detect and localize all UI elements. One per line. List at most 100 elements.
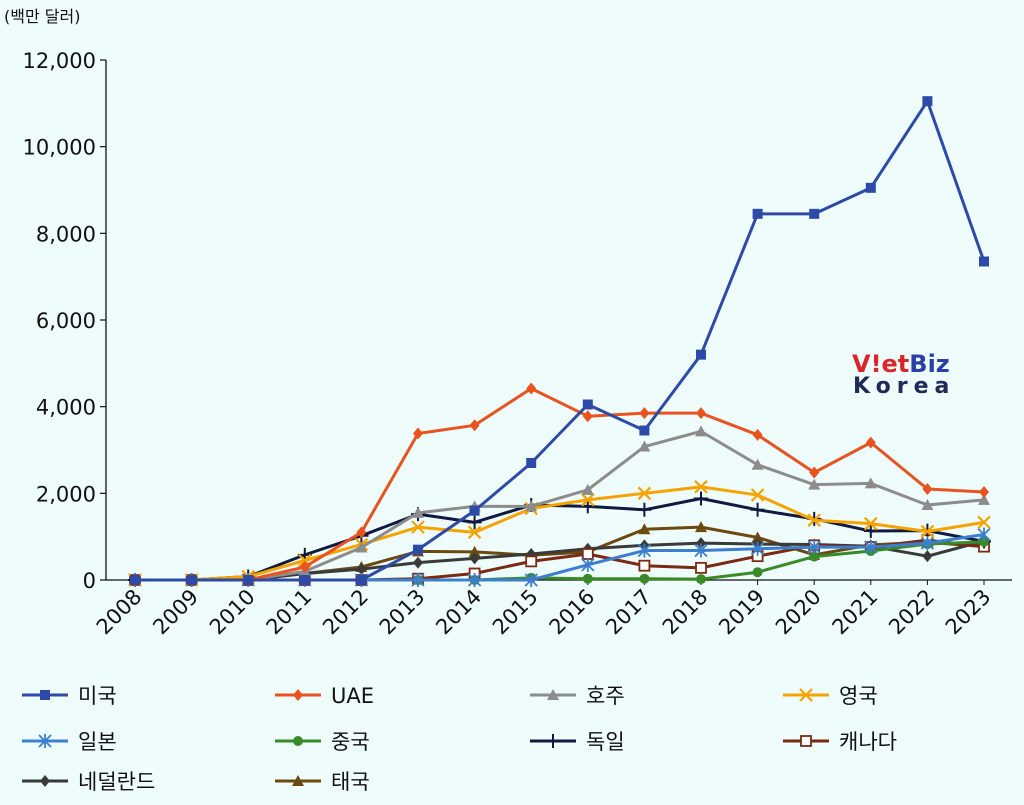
data-point (809, 551, 820, 562)
data-point (411, 573, 425, 587)
data-point (637, 543, 652, 558)
y-tick-label: 0 (83, 569, 96, 593)
data-point (243, 575, 254, 585)
svg-text:V!etBiz: V!etBiz (852, 350, 950, 378)
legend-marker (292, 775, 304, 786)
data-point (977, 515, 991, 530)
data-point (412, 506, 424, 518)
data-point (413, 544, 423, 555)
data-point (356, 526, 367, 539)
logo-text-et: !et (871, 350, 910, 378)
data-point (752, 567, 763, 578)
data-point (638, 523, 651, 535)
data-point (467, 573, 482, 587)
data-point (921, 499, 934, 511)
data-point (750, 488, 765, 502)
data-point (581, 493, 595, 507)
data-point (524, 573, 538, 587)
legend-item: 태국 (275, 770, 370, 794)
data-point (694, 491, 708, 506)
y-tick-label: 6,000 (36, 309, 96, 333)
data-point (469, 505, 480, 516)
vietbiz-logo: V!etBiz Korea (852, 350, 955, 399)
data-point (413, 556, 423, 569)
y-tick-label: 8,000 (36, 222, 96, 246)
legend-item: 호주 (530, 684, 625, 708)
data-point (580, 499, 595, 514)
data-point (979, 256, 989, 267)
data-point (638, 559, 651, 572)
data-point (977, 527, 991, 542)
legend-marker (38, 734, 52, 748)
x-tick-group: 2008 2009 2010 2011 2012 2013 2014 2015 2016 2017… (92, 580, 996, 639)
logo-text-korea: Korea (853, 374, 955, 399)
data-point (751, 458, 764, 470)
data-point (130, 575, 140, 585)
data-point (920, 524, 935, 539)
x-tick-label: 2021 (828, 585, 883, 640)
series-line (135, 386, 985, 582)
data-point (525, 500, 538, 512)
legend-marker (800, 735, 812, 747)
data-point (864, 477, 877, 489)
data-point (299, 575, 310, 585)
series-line (135, 497, 985, 582)
data-point (750, 502, 765, 517)
data-point (526, 458, 537, 468)
legend-item: 중국 (275, 730, 370, 754)
data-point (696, 349, 706, 360)
data-point (809, 466, 820, 479)
y-tick-label: 12,000 (23, 49, 96, 73)
legend-label: 네덜란드 (78, 770, 155, 794)
series-line (135, 99, 986, 582)
data-point (807, 513, 821, 527)
data-point (639, 407, 650, 420)
data-point (751, 531, 764, 543)
data-point (299, 561, 310, 573)
legend-label: 독일 (586, 730, 625, 754)
legend-marker (293, 689, 303, 701)
data-point (637, 502, 652, 517)
data-point (356, 575, 367, 585)
logo-text-biz: Biz (909, 350, 950, 378)
data-point (694, 543, 708, 558)
data-point (186, 575, 197, 585)
legend-marker (40, 775, 50, 787)
legend-item: 네덜란드 (22, 770, 155, 794)
x-tick-label: 2008 (92, 585, 147, 640)
x-tick-label: 2009 (148, 585, 203, 640)
data-point (581, 483, 594, 495)
y-tick-label: 2,000 (36, 482, 96, 506)
legend-item: 독일 (530, 730, 625, 754)
legend-label: 태국 (331, 770, 370, 794)
data-point (694, 480, 708, 494)
data-point (467, 515, 482, 530)
data-point (467, 525, 482, 540)
legend-item: 일본 (22, 730, 117, 754)
x-tick-label: 2016 (545, 585, 600, 640)
data-point (696, 574, 706, 585)
data-point (865, 182, 876, 193)
data-point (695, 425, 707, 437)
legend-item: 영국 (783, 684, 878, 708)
data-point (638, 440, 651, 452)
legend-item: 미국 (22, 684, 117, 708)
data-point (581, 548, 594, 560)
data-point (752, 208, 763, 219)
data-point (639, 573, 650, 584)
data-point (809, 208, 820, 219)
data-point (582, 573, 593, 584)
legend-label: 미국 (78, 684, 117, 708)
data-point (695, 521, 707, 533)
y-tick-group: 0 2,000 4,000 6,000 8,000 10,000 12,000 (23, 49, 106, 593)
data-point (695, 561, 707, 574)
data-point (468, 545, 481, 557)
x-tick-label: 2023 (941, 585, 996, 640)
data-point (922, 96, 933, 107)
x-tick-label: 2014 (431, 585, 486, 640)
data-point (639, 425, 650, 436)
legend-label: 캐나다 (839, 730, 897, 754)
x-tick-label: 2022 (884, 585, 939, 640)
legend-marker (40, 690, 50, 700)
